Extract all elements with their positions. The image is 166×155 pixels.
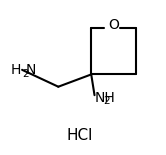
Text: N: N (25, 63, 36, 77)
Text: O: O (108, 18, 119, 32)
Text: H: H (11, 63, 21, 77)
Text: HCl: HCl (67, 128, 93, 143)
Text: 2: 2 (104, 96, 110, 106)
Text: NH: NH (94, 91, 115, 105)
Text: 2: 2 (22, 69, 29, 79)
